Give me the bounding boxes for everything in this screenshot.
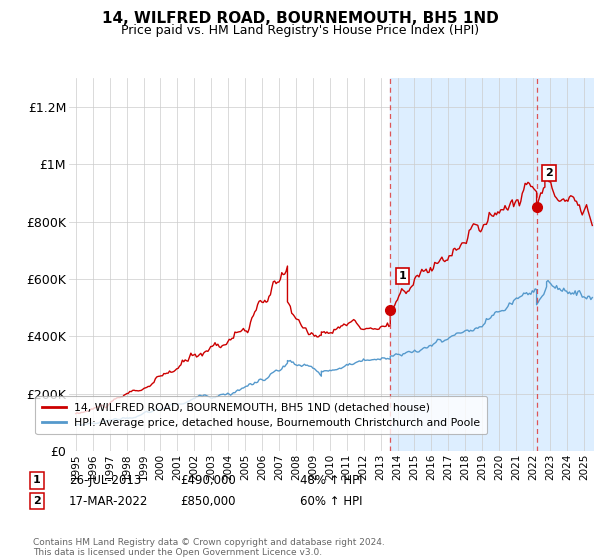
Text: £490,000: £490,000 bbox=[180, 474, 236, 487]
Text: £850,000: £850,000 bbox=[180, 494, 235, 508]
Text: Price paid vs. HM Land Registry's House Price Index (HPI): Price paid vs. HM Land Registry's House … bbox=[121, 24, 479, 36]
Text: 2: 2 bbox=[545, 168, 553, 178]
Text: 1: 1 bbox=[33, 475, 41, 486]
Text: 48% ↑ HPI: 48% ↑ HPI bbox=[300, 474, 362, 487]
Bar bbox=[390, 78, 594, 451]
Text: 60% ↑ HPI: 60% ↑ HPI bbox=[300, 494, 362, 508]
Text: 26-JUL-2013: 26-JUL-2013 bbox=[69, 474, 141, 487]
Legend: 14, WILFRED ROAD, BOURNEMOUTH, BH5 1ND (detached house), HPI: Average price, det: 14, WILFRED ROAD, BOURNEMOUTH, BH5 1ND (… bbox=[35, 396, 487, 434]
Text: Contains HM Land Registry data © Crown copyright and database right 2024.
This d: Contains HM Land Registry data © Crown c… bbox=[33, 538, 385, 557]
Text: 17-MAR-2022: 17-MAR-2022 bbox=[69, 494, 148, 508]
Text: 2: 2 bbox=[33, 496, 41, 506]
Text: 1: 1 bbox=[399, 271, 406, 281]
Text: 14, WILFRED ROAD, BOURNEMOUTH, BH5 1ND: 14, WILFRED ROAD, BOURNEMOUTH, BH5 1ND bbox=[101, 11, 499, 26]
